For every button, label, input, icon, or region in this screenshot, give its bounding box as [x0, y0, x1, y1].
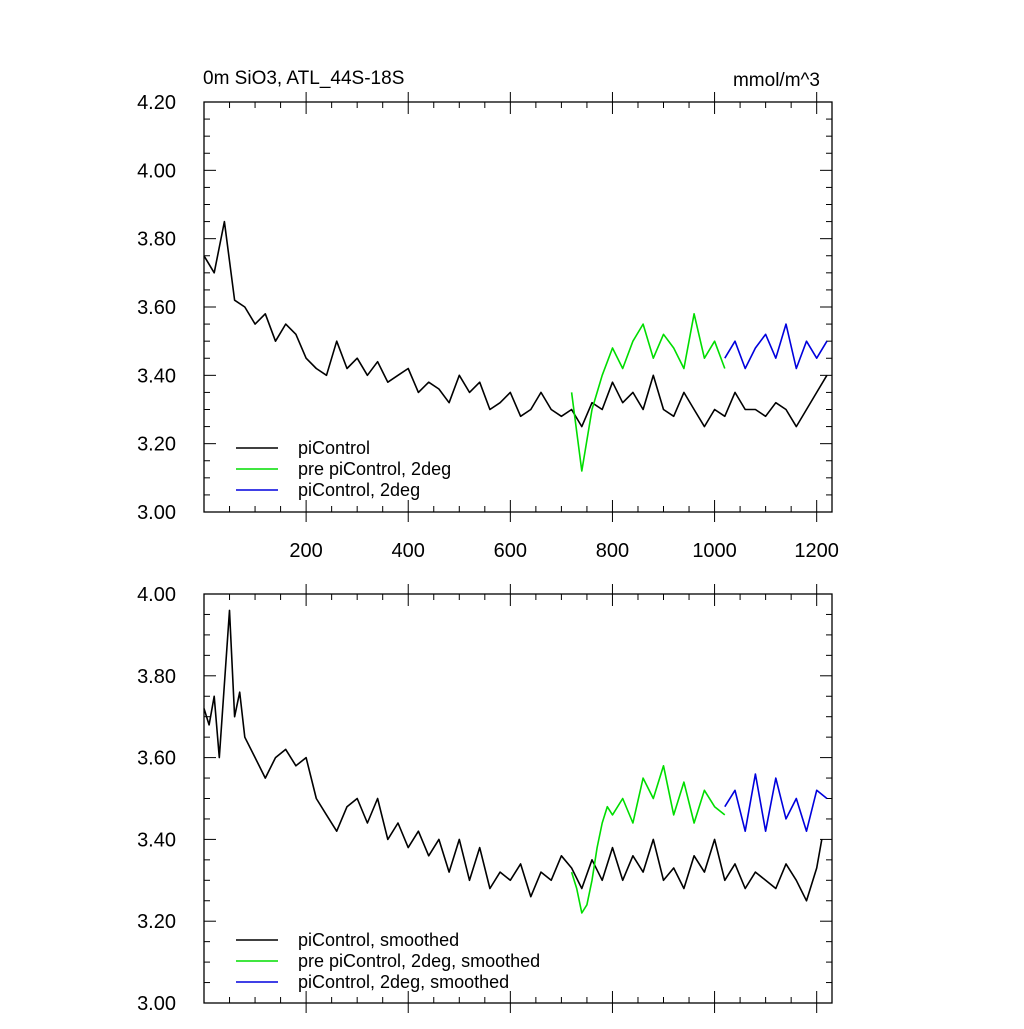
bottom-y-tick-label: 3.40 — [137, 829, 176, 851]
top-x-tick-label: 400 — [392, 540, 425, 562]
top-x-tick-label: 800 — [596, 540, 629, 562]
top-y-tick-label: 3.60 — [137, 297, 176, 319]
top-x-tick-label: 1000 — [692, 540, 737, 562]
bottom-y-tick-label: 3.20 — [137, 911, 176, 933]
top-series-line-2 — [724, 323, 828, 370]
bottom-y-tick-label: 3.80 — [137, 666, 176, 688]
top-y-tick-label: 3.00 — [137, 502, 176, 524]
top-legend-label-2: piControl, 2deg — [298, 480, 420, 500]
top-series-line-0 — [203, 220, 828, 428]
top-x-tick-label: 1200 — [794, 540, 839, 562]
bottom-legend-label-0: piControl, smoothed — [298, 930, 459, 950]
top-y-tick-label: 4.20 — [137, 92, 176, 114]
top-y-tick-label: 3.40 — [137, 365, 176, 387]
top-y-tick-label: 3.80 — [137, 229, 176, 251]
top-y-tick-label: 3.20 — [137, 434, 176, 456]
chart-units-label: mmol/m^3 — [733, 70, 820, 91]
bottom-y-tick-label: 4.00 — [137, 584, 176, 606]
top-legend-label-1: pre piControl, 2deg — [298, 459, 451, 479]
top-x-tick-label: 200 — [289, 540, 322, 562]
bottom-legend-label-2: piControl, 2deg, smoothed — [298, 972, 509, 992]
chart-title: 0m SiO3, ATL_44S-18S — [203, 68, 404, 89]
top-x-tick-label: 600 — [494, 540, 527, 562]
top-series-line-1 — [570, 312, 726, 472]
bottom-series-line-0 — [203, 609, 823, 902]
bottom-y-tick-label: 3.00 — [137, 993, 176, 1015]
bottom-legend-label-1: pre piControl, 2deg, smoothed — [298, 951, 540, 971]
bottom-series-line-1 — [570, 764, 726, 914]
top-legend-label-0: piControl — [298, 438, 370, 458]
bottom-y-tick-label: 3.60 — [137, 748, 176, 770]
bottom-series-line-2 — [724, 773, 828, 833]
top-y-tick-label: 4.00 — [137, 160, 176, 182]
